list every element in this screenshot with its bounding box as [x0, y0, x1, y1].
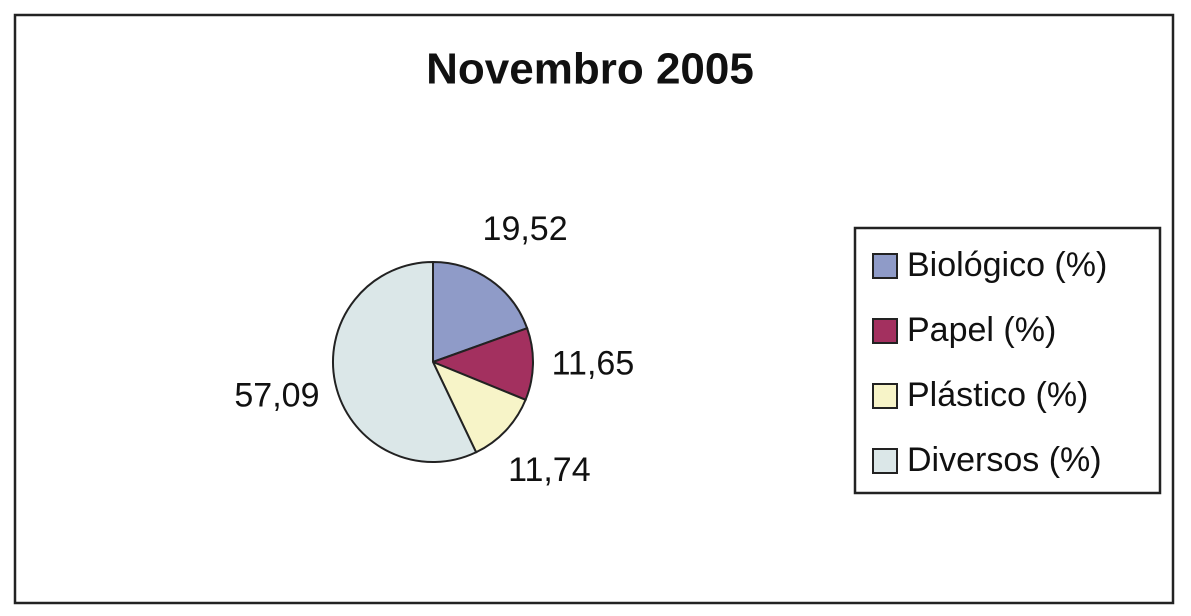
legend-swatch	[872, 318, 898, 344]
legend-label: Plástico (%)	[907, 376, 1088, 414]
chart-title: Novembro 2005	[426, 45, 754, 94]
legend-label: Biológico (%)	[907, 246, 1107, 284]
legend-swatch	[872, 448, 898, 474]
legend-box	[853, 226, 1162, 495]
legend-swatch	[872, 253, 898, 279]
data-label: 57,09	[234, 376, 319, 414]
pie-slice	[430, 360, 527, 454]
pie-slice	[430, 326, 534, 402]
pie-slice	[332, 260, 478, 463]
pie-slice	[432, 260, 529, 364]
data-label: 19,52	[483, 210, 568, 248]
data-label: 11,74	[508, 451, 591, 489]
data-label: 11,65	[552, 344, 635, 382]
legend-label: Papel (%)	[907, 311, 1056, 349]
legend-swatch	[872, 383, 898, 409]
legend-label: Diversos (%)	[907, 441, 1102, 479]
